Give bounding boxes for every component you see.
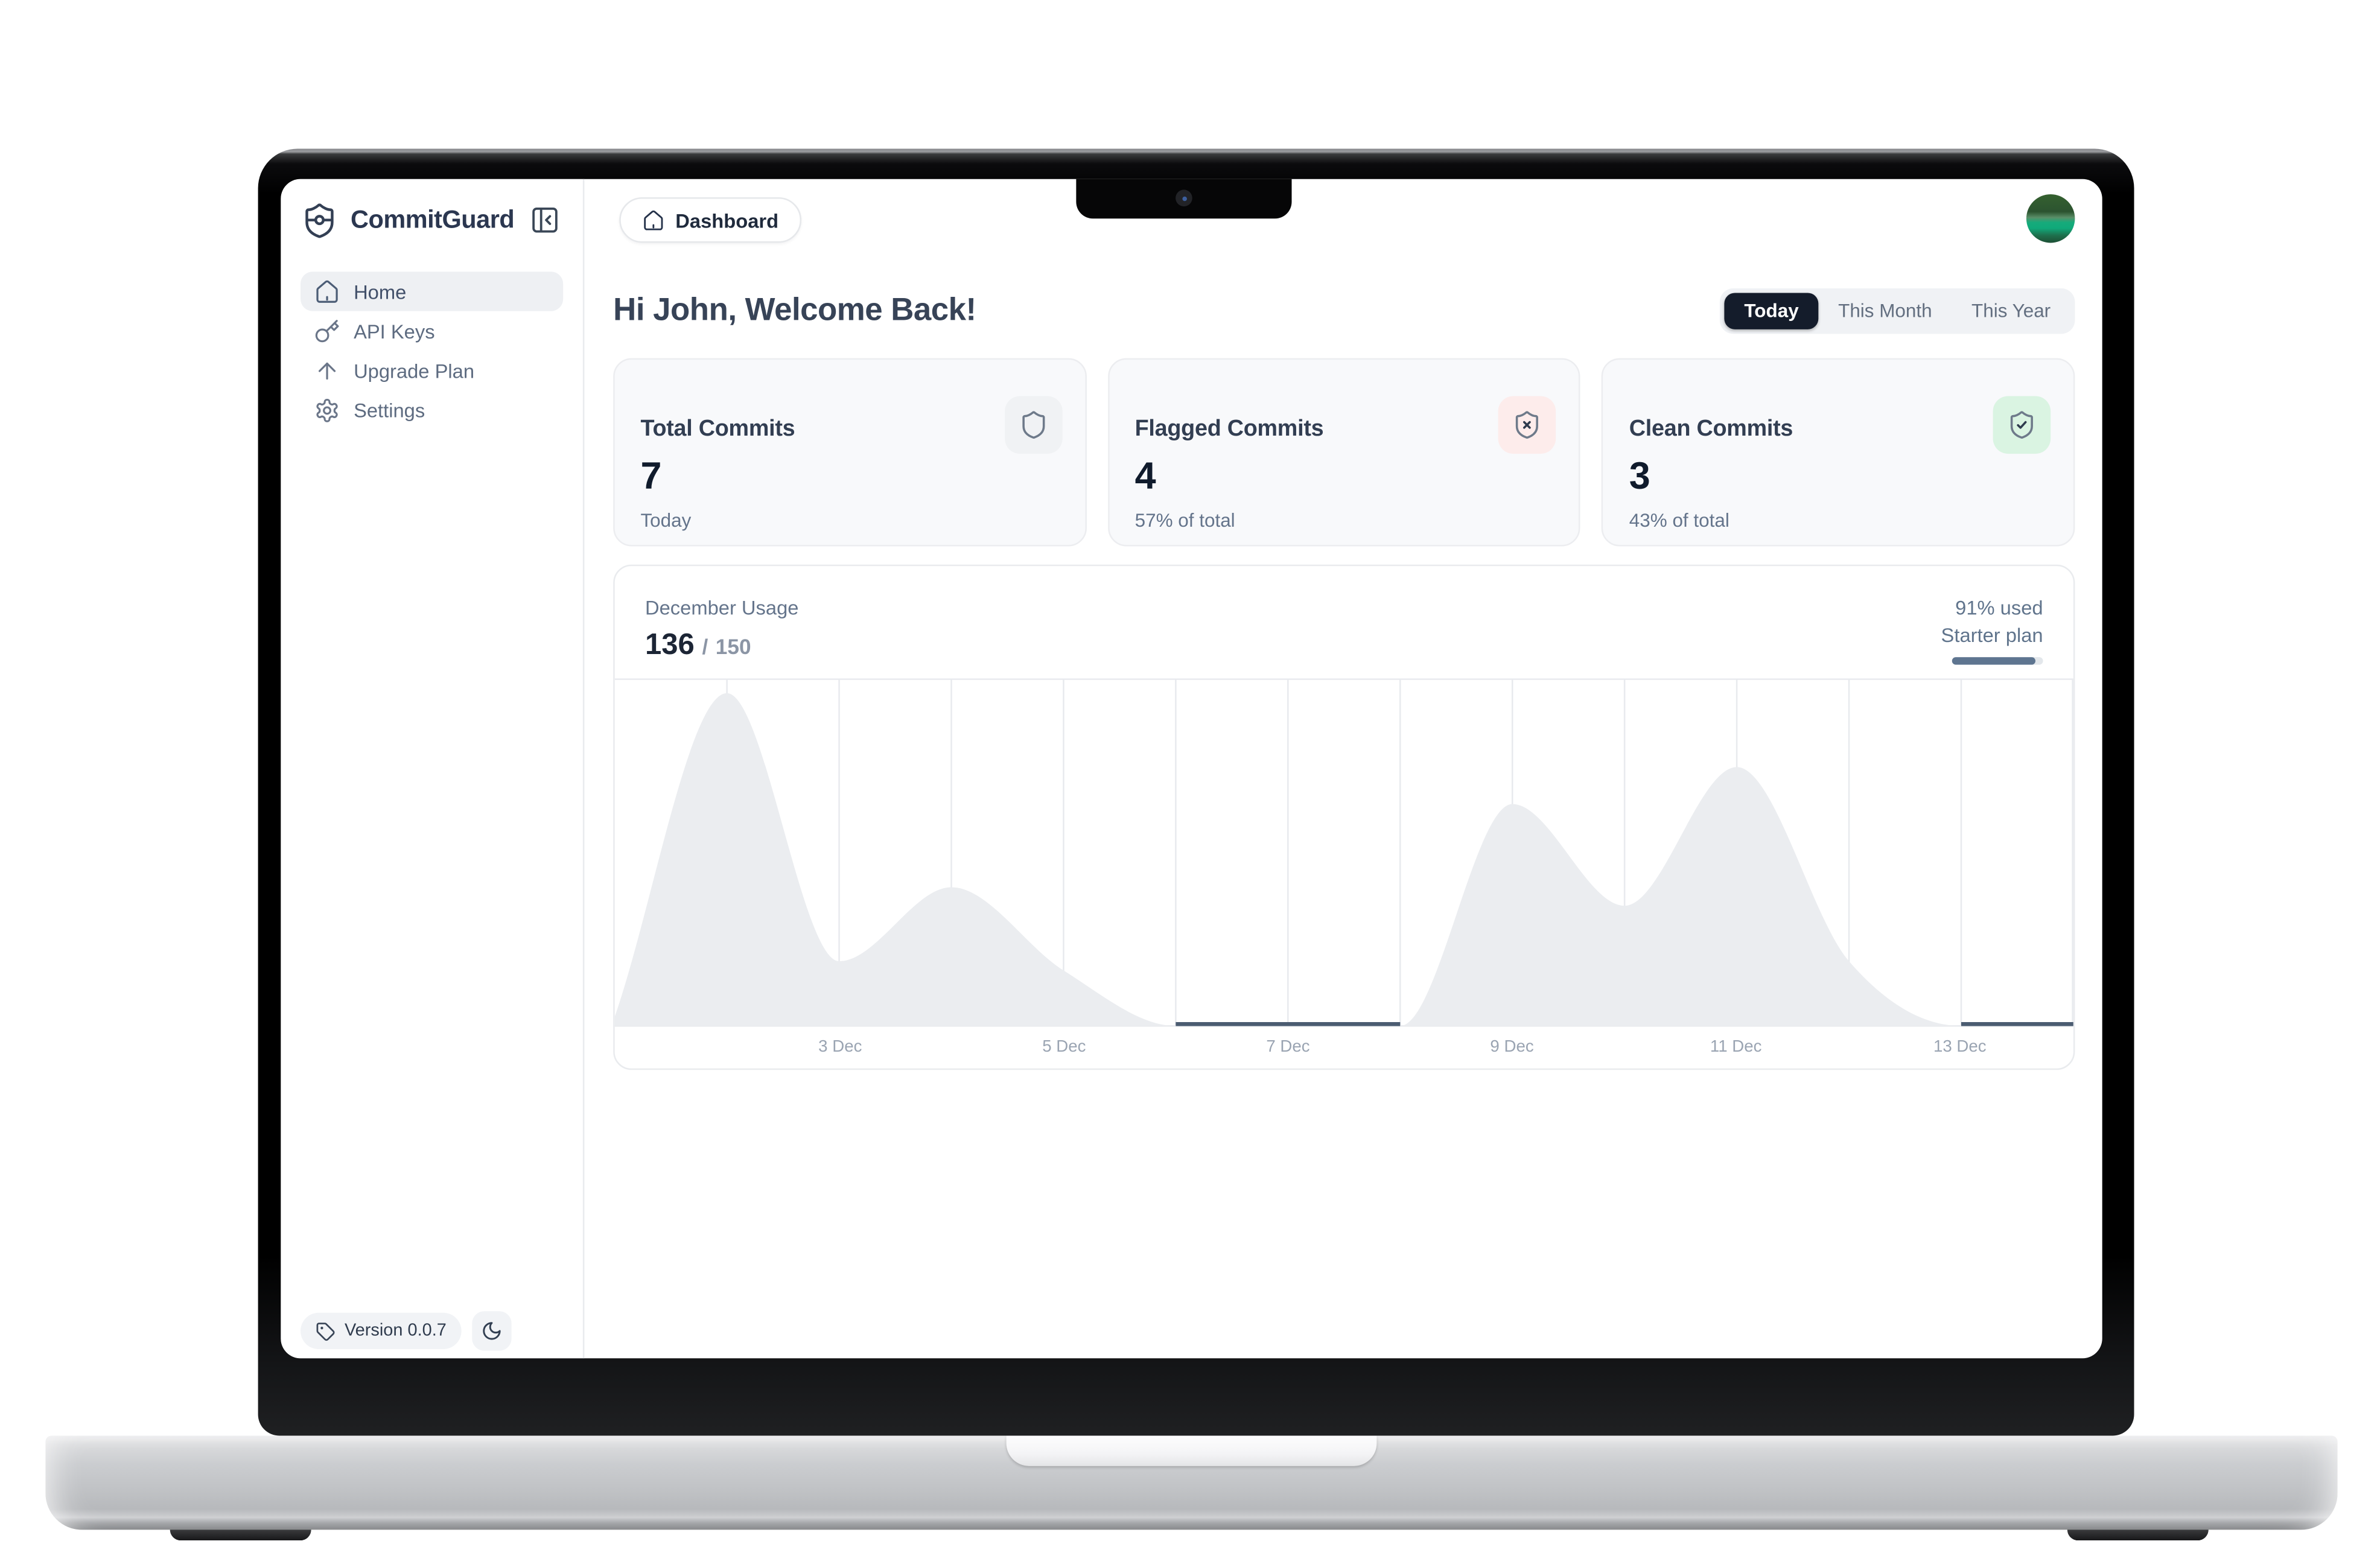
commitguard-shield-logo-icon (301, 201, 339, 239)
stat-card-title: Clean Commits (1629, 416, 1793, 442)
stat-card-title: Total Commits (640, 416, 795, 442)
gear-icon (314, 397, 340, 423)
moon-icon (482, 1320, 503, 1341)
x-tick-label: 5 Dec (1042, 1038, 1086, 1056)
stat-card-title: Flagged Commits (1134, 416, 1324, 442)
main-area: Dashboard Hi John, Welcome Back! Today T… (584, 179, 2102, 1358)
usage-progress-fill (1952, 657, 2035, 664)
usage-chart-card: December Usage 136 / 150 91% used Starte… (613, 564, 2075, 1070)
stat-cards-row: Total Commits 7 Today Flagged Commits (613, 358, 2075, 547)
camera-notch (1076, 179, 1292, 219)
chart-x-axis: 3 Dec 5 Dec 7 Dec 9 Dec 11 Dec 13 Dec (616, 1028, 2072, 1069)
filter-today-button[interactable]: Today (1724, 293, 1819, 329)
sidebar-nav: Home API Keys Upgr (301, 272, 564, 430)
avatar[interactable] (2026, 194, 2075, 243)
filter-this-year-button[interactable]: This Year (1952, 293, 2070, 329)
stat-card-subtitle: 57% of total (1134, 510, 1235, 532)
sidebar-item-label: Home (354, 280, 407, 303)
app-title: CommitGuard (351, 205, 515, 233)
stat-card-value: 3 (1629, 455, 1650, 498)
laptop-screen: CommitGuard Home (281, 179, 2102, 1359)
house-icon (314, 279, 340, 305)
x-tick-label: 13 Dec (1933, 1038, 1987, 1056)
total-commits-card: Total Commits 7 Today (613, 358, 1087, 547)
sidebar-item-label: Upgrade Plan (354, 358, 475, 382)
x-tick-label: 11 Dec (1710, 1038, 1762, 1056)
shield-icon (1004, 396, 1062, 454)
sidebar-footer: Version 0.0.7 (301, 1311, 512, 1351)
sidebar-collapse-button[interactable] (527, 202, 563, 238)
content-head: Hi John, Welcome Back! Today This Month … (613, 288, 2075, 334)
sidebar-item-upgrade-plan[interactable]: Upgrade Plan (301, 351, 563, 390)
breadcrumb[interactable]: Dashboard (619, 197, 801, 243)
stat-card-subtitle: 43% of total (1629, 510, 1729, 532)
top-bar: Dashboard (584, 179, 2102, 259)
usage-separator: / (702, 634, 708, 659)
shield-x-icon (1498, 396, 1557, 454)
dark-mode-toggle[interactable] (472, 1311, 512, 1351)
usage-percent-label: 91% used (1955, 596, 2043, 620)
stat-card-subtitle: Today (640, 510, 692, 532)
time-range-segmented-control: Today This Month This Year (1720, 288, 2075, 334)
laptop-base (45, 1435, 2338, 1530)
flagged-commits-card: Flagged Commits 4 57% of total (1107, 358, 1581, 547)
filter-this-month-button[interactable]: This Month (1818, 293, 1952, 329)
version-label: Version 0.0.7 (344, 1321, 447, 1341)
sidebar-item-api-keys[interactable]: API Keys (301, 311, 563, 351)
usage-area-chart (614, 678, 2073, 1028)
usage-used-value: 136 (645, 628, 695, 662)
laptop-thumb-scoop (1006, 1435, 1377, 1466)
dashboard-content: Hi John, Welcome Back! Today This Month … (584, 288, 2102, 1070)
sidebar-item-settings[interactable]: Settings (301, 390, 563, 429)
usage-plan-label: Starter plan (1941, 623, 2043, 647)
stat-card-value: 4 (1134, 455, 1156, 498)
sidebar-item-home[interactable]: Home (301, 272, 564, 311)
x-tick-label: 9 Dec (1490, 1038, 1534, 1056)
usage-title: December Usage (645, 596, 799, 620)
shield-check-icon (1993, 396, 2051, 454)
x-tick-label: 3 Dec (818, 1038, 862, 1056)
clean-commits-card: Clean Commits 3 43% of total (1602, 358, 2075, 547)
version-badge: Version 0.0.7 (301, 1312, 462, 1350)
stat-card-value: 7 (640, 455, 662, 498)
key-icon (314, 318, 340, 344)
usage-limit-value: 150 (715, 634, 751, 659)
breadcrumb-label: Dashboard (675, 208, 779, 232)
sidebar-item-label: Settings (354, 398, 425, 421)
tag-icon (316, 1321, 336, 1341)
logo-row: CommitGuard (301, 197, 563, 243)
x-tick-label: 7 Dec (1266, 1038, 1310, 1056)
usage-header: December Usage 136 / 150 91% used Starte… (615, 566, 2073, 678)
arrow-up-icon (314, 357, 340, 383)
panel-collapse-icon (530, 205, 560, 235)
usage-progress-bar (1952, 657, 2043, 664)
sidebar: CommitGuard Home (281, 179, 585, 1359)
webcam-icon (1176, 189, 1192, 207)
sidebar-item-label: API Keys (354, 319, 435, 343)
page-title: Hi John, Welcome Back! (613, 293, 976, 328)
house-icon (642, 209, 665, 232)
usage-numbers: 136 / 150 (645, 628, 798, 663)
